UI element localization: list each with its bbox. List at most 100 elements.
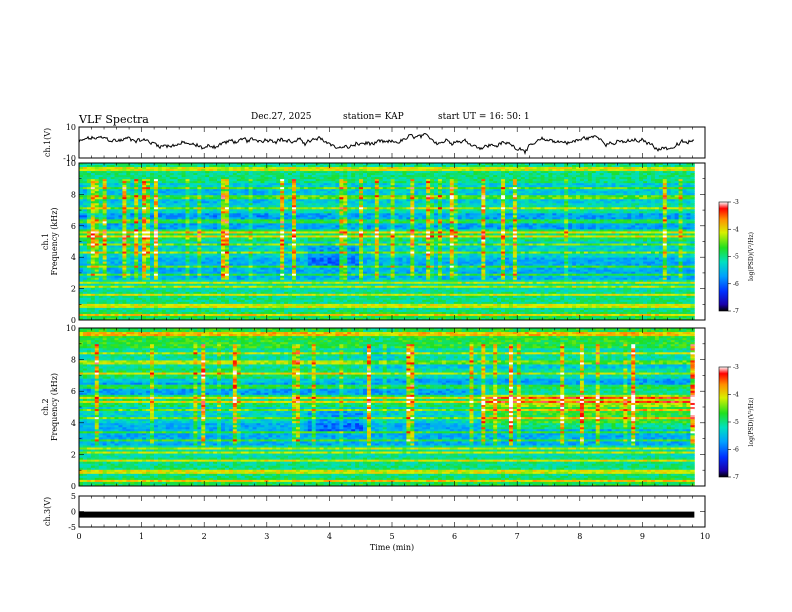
spectrogram-cell (264, 175, 269, 178)
spectrogram-cell (280, 167, 285, 170)
spectrogram-cell (430, 185, 435, 188)
spectrogram-cell (256, 183, 261, 186)
spectrogram-cell (414, 189, 419, 192)
spectrogram-cell (619, 179, 624, 182)
spectrogram-cell (394, 173, 399, 176)
spectrogram-cell (528, 165, 534, 168)
spectrogram-cell (185, 171, 190, 174)
spectrogram-cell (331, 173, 336, 176)
spectrogram-cell (591, 189, 597, 192)
spectrogram-cell (587, 187, 593, 190)
spectrogram-cell (102, 167, 108, 170)
spectrogram-cell (441, 191, 447, 194)
spectrogram-cell (532, 169, 537, 172)
spectrogram-cell (493, 173, 498, 176)
spectrogram-cell (658, 171, 664, 174)
spectrogram-cell (674, 163, 679, 166)
spectrogram-cell (236, 187, 242, 190)
spectrogram-cell (205, 179, 210, 182)
spectrogram-cell (390, 173, 395, 176)
spectrogram-cell (236, 167, 242, 170)
spectrogram-cell (240, 183, 246, 186)
spectrogram-cell (528, 191, 534, 194)
spectrogram-cell (414, 167, 419, 170)
spectrogram-cell (343, 173, 348, 176)
spectrogram-cell (347, 167, 352, 170)
spectrogram-cell (670, 167, 676, 170)
spectrogram-cell (276, 175, 281, 178)
spectrogram-cell (587, 181, 593, 184)
spectrogram-cell (501, 171, 506, 174)
spectrogram-cell (544, 189, 549, 192)
spectrogram-cell (386, 167, 392, 170)
spectrogram-cell (591, 171, 597, 174)
spectrogram-cell (650, 175, 656, 178)
spectrogram-cell (524, 185, 530, 188)
spectrogram-cell (110, 177, 115, 180)
spectrogram-cell (540, 181, 545, 184)
spectrogram-cell (512, 191, 518, 194)
spectrogram-cell (540, 165, 545, 168)
spectrogram-cell (662, 185, 668, 188)
spectrogram-cell (430, 191, 435, 194)
spectrogram-cell (520, 187, 526, 190)
spectrogram-cell (185, 181, 190, 184)
spectrogram-cell (615, 177, 620, 180)
spectrogram-cell (374, 165, 380, 168)
spectrogram-cell (90, 177, 96, 180)
spectrogram-cell (177, 183, 182, 186)
spectrogram-cell (272, 169, 277, 172)
spectrogram-cell (382, 181, 388, 184)
spectrogram-cell (611, 191, 616, 194)
spectrogram-cell (311, 173, 317, 176)
spectrogram-cell (114, 177, 119, 180)
spectrogram-cell (493, 183, 498, 186)
spectrogram-cell (402, 171, 407, 174)
spectrogram-cell (292, 175, 297, 178)
spectrogram-cell (173, 195, 179, 198)
spectrogram-cell (343, 191, 348, 194)
spectrogram-cell (579, 191, 585, 194)
spectrogram-cell (197, 165, 202, 168)
spectrogram-cell (114, 193, 119, 196)
spectrogram-cell (343, 193, 348, 196)
spectrogram-cell (674, 171, 679, 174)
spectrogram-cell (193, 167, 198, 170)
spectrogram-cell (260, 163, 265, 166)
spectrogram-cell (576, 165, 581, 168)
spectrogram-cell (682, 163, 687, 166)
spectrogram-cell (209, 185, 214, 188)
spectrogram-cell (303, 181, 309, 184)
spectrogram-cell (469, 169, 474, 172)
spectrogram-cell (516, 185, 522, 188)
spectrogram-cell (138, 179, 143, 182)
spectrogram-cell (201, 183, 206, 186)
spectrogram-cell (311, 167, 317, 170)
spectrogram-cell (631, 187, 636, 190)
spectrogram-cell (631, 169, 636, 172)
spectrogram-cell (398, 177, 403, 180)
spectrogram-cell (197, 195, 202, 198)
spectrogram-cell (560, 187, 565, 190)
spectrogram-cell (611, 165, 616, 168)
spectrogram-cell (228, 187, 234, 190)
spectrogram-cell (690, 171, 695, 174)
spectrogram-cell (86, 179, 92, 182)
spectrogram-cell (635, 179, 640, 182)
spectrogram-cell (157, 169, 163, 172)
spectrogram-cell (410, 181, 415, 184)
spectrogram-cell (264, 167, 269, 170)
spectrogram-cell (599, 165, 605, 168)
spectrogram-cell (153, 195, 159, 198)
spectrogram-cell (201, 193, 206, 196)
spectrogram-cell (512, 171, 518, 174)
spectrogram-cell (489, 185, 494, 188)
spectrogram-cell (201, 189, 206, 192)
spectrogram-cell (583, 191, 589, 194)
spectrogram-cell (406, 171, 411, 174)
spectrogram-cell (493, 185, 498, 188)
spectrogram-cell (134, 191, 139, 194)
spectrogram-cell (603, 181, 608, 184)
spectrogram-cell (213, 185, 218, 188)
spectrogram-cell (516, 173, 522, 176)
